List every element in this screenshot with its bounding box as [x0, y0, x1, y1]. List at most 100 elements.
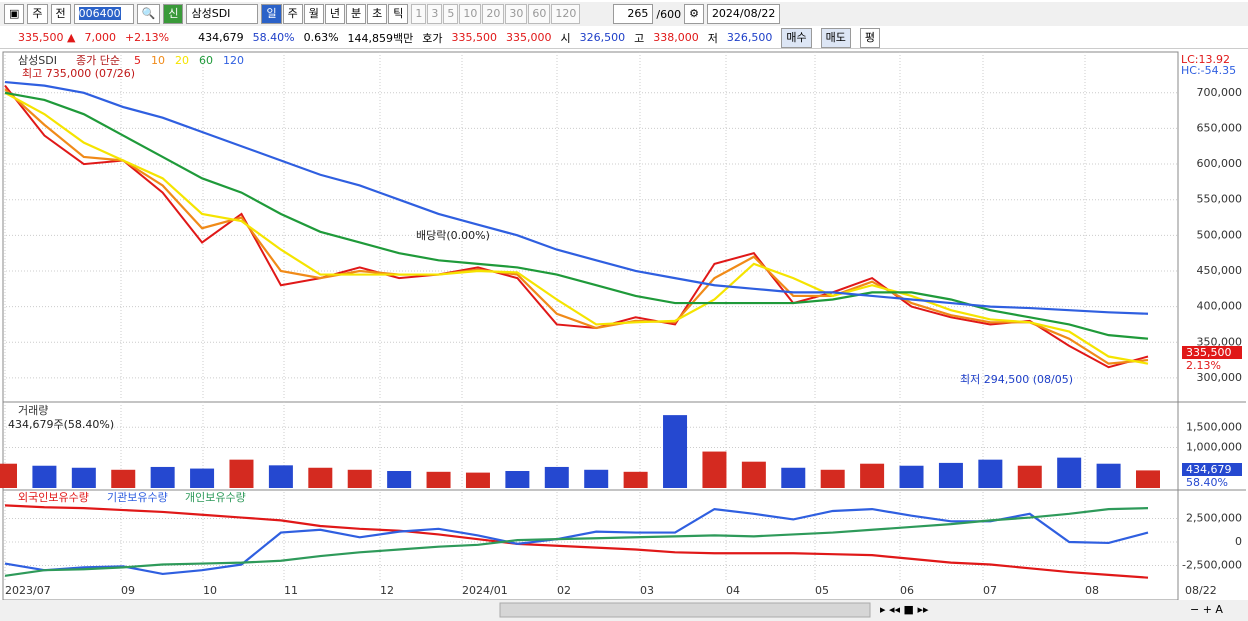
high: 338,000	[653, 31, 699, 44]
legend-entry: 외국인보유수량	[18, 491, 89, 504]
series-line	[4, 85, 1149, 369]
volume-bar	[387, 470, 412, 488]
period-button[interactable]: 일	[261, 4, 282, 24]
sell-button[interactable]: 매도	[820, 27, 851, 48]
y-tick-label: 450,000	[1197, 264, 1243, 277]
prev[interactable]: 전	[50, 4, 71, 24]
amount: 144,859백만	[347, 31, 414, 45]
rate: +2.13%	[124, 31, 170, 44]
volume-bar	[229, 459, 254, 488]
annotation: LC:13.92	[1181, 53, 1230, 66]
interval-button[interactable]: 5	[443, 4, 459, 24]
x-tick-label: 02	[557, 584, 571, 597]
y-tick-label: 500,000	[1197, 228, 1243, 241]
interval-button[interactable]: 1	[411, 4, 427, 24]
series-line	[4, 507, 1149, 577]
legend-entry: 20	[175, 54, 189, 67]
interval-button[interactable]: 60	[528, 4, 551, 24]
avg-button[interactable]: 평	[859, 27, 881, 48]
y-tick-label: 700,000	[1197, 86, 1243, 99]
chart-area: ▸ ◂◂ ■ ▸▸ − + A 300,000 350,000 400,000 450…	[0, 51, 1248, 621]
volume-bar	[702, 451, 727, 488]
badge[interactable]: 신	[163, 4, 184, 24]
x-tick-label: 07	[983, 584, 997, 597]
y-tick-label: 400,000	[1197, 300, 1243, 313]
period-button[interactable]: 주	[282, 4, 303, 24]
volume-bar	[71, 467, 96, 488]
interval-button[interactable]: 20	[482, 4, 505, 24]
buy-button[interactable]: 매수	[781, 27, 812, 48]
turnover: 0.63%	[303, 31, 339, 44]
x-tick-label: 06	[900, 584, 914, 597]
series-line	[4, 91, 1149, 365]
volume: 434,679	[198, 31, 244, 44]
open: 326,500	[579, 31, 626, 44]
x-tick-label: 12	[380, 584, 394, 597]
panel-title: 거래량	[18, 404, 48, 417]
volume-bar	[663, 415, 688, 488]
search[interactable]: 🔍	[136, 4, 161, 24]
y-tick-label: 300,000	[1197, 371, 1243, 384]
series-line	[4, 507, 1149, 576]
x-tick-label: 11	[284, 584, 298, 597]
series-line	[4, 88, 1149, 365]
high-label: 고	[634, 31, 645, 45]
last-rate: 2.13%	[1186, 359, 1221, 372]
intervals: 1 3 5 10 20 30 60 120	[411, 4, 581, 24]
volume-bar	[741, 461, 766, 488]
volume-bar	[505, 470, 530, 488]
y-tick-label: 2,500,000	[1186, 511, 1242, 524]
volume-bar	[150, 466, 175, 488]
x-tick-label: 05	[815, 584, 829, 597]
scroll-thumb[interactable]	[499, 602, 871, 618]
open-label: 시	[560, 31, 571, 45]
interval-button[interactable]: 3	[427, 4, 443, 24]
period-button[interactable]: 월	[303, 4, 324, 24]
annotation: 최고 735,000 (07/26)	[22, 67, 135, 80]
volume-bar	[978, 459, 1003, 488]
x-tick-label: 08	[1085, 584, 1099, 597]
legend-prefix: 종가 단순	[76, 54, 120, 67]
scroll-controls[interactable]: ▸ ◂◂ ■ ▸▸	[880, 603, 929, 616]
y-tick-label: 1,000,000	[1186, 441, 1242, 454]
last-price: 335,500	[1186, 346, 1232, 359]
interval-button[interactable]: 10	[459, 4, 482, 24]
panel-title: 삼성SDI	[18, 54, 57, 67]
zoom-controls[interactable]: − + A	[1190, 603, 1223, 616]
period-button[interactable]: 틱	[388, 4, 409, 24]
volume-bar	[0, 463, 17, 488]
y-tick-label: 1,500,000	[1186, 420, 1242, 433]
legend-entry: 10	[151, 54, 165, 67]
period-button[interactable]: 초	[367, 4, 388, 24]
x-tick-label: 09	[121, 584, 135, 597]
volume-bar	[1096, 463, 1121, 488]
volume-bar	[190, 468, 215, 488]
market[interactable]: 주	[27, 4, 48, 24]
count[interactable]: 265	[613, 4, 654, 24]
x-tick-label: 2023/07	[5, 584, 51, 597]
quote-bar: 335,500 ▲ 7,000 +2.13% 434,679 58.40% 0.…	[0, 27, 1248, 49]
menu[interactable]: ▣	[4, 4, 25, 24]
legend-entry: 5	[134, 54, 141, 67]
volume-bar	[1017, 465, 1042, 488]
last-volume: 434,679	[1186, 463, 1232, 476]
price: 335,500 ▲	[18, 31, 76, 44]
volume-bar	[308, 467, 333, 488]
date[interactable]: 2024/08/22	[706, 4, 781, 24]
interval-button[interactable]: 30	[505, 4, 528, 24]
last-price-box	[1182, 346, 1242, 359]
period-button[interactable]: 분	[345, 4, 367, 24]
code[interactable]: 006400	[78, 7, 121, 20]
period-button[interactable]: 년	[324, 4, 345, 24]
volume-bar	[781, 467, 806, 488]
tools[interactable]: ⚙	[684, 4, 704, 24]
legend-entry: 120	[223, 54, 244, 67]
interval-button[interactable]: 120	[551, 4, 581, 24]
volume-bar	[32, 465, 57, 488]
ask-label: 호가	[422, 31, 443, 45]
last-volume-rate: 58.40%	[1186, 476, 1228, 489]
x-tick-label: 08/22	[1185, 584, 1217, 597]
